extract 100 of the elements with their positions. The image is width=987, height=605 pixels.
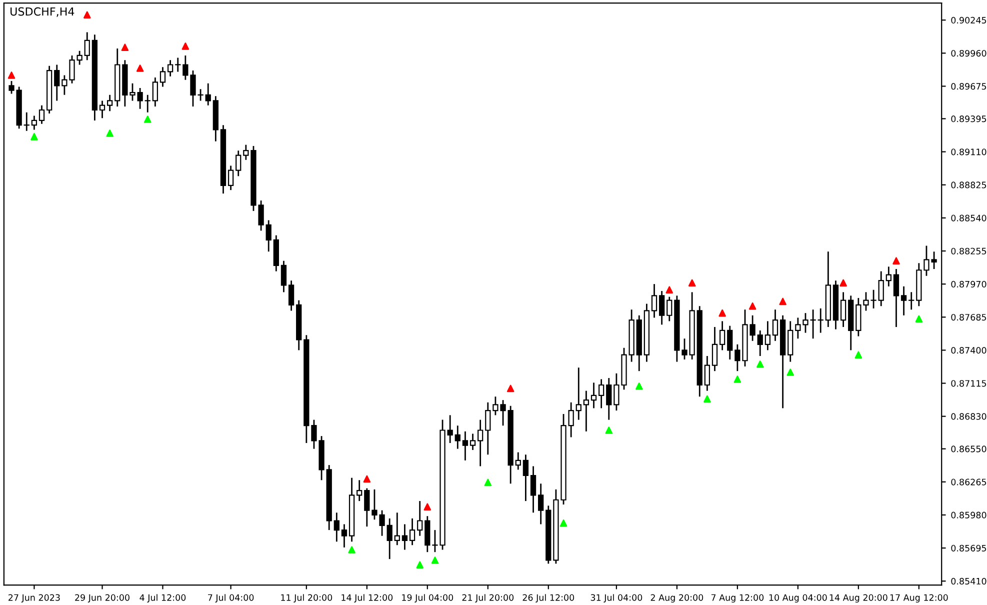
candlestick bbox=[515, 452, 521, 470]
point bbox=[30, 133, 38, 140]
candlestick bbox=[651, 283, 658, 318]
candlestick bbox=[106, 94, 113, 112]
x-tick-label: 7 Aug 12:00 bbox=[711, 594, 764, 603]
candlestick bbox=[795, 317, 801, 340]
candlestick bbox=[266, 220, 272, 252]
candlestick bbox=[454, 424, 460, 450]
point bbox=[756, 360, 764, 368]
candlestick bbox=[886, 266, 892, 288]
x-tick-label: 10 Aug 04:00 bbox=[769, 594, 827, 603]
y-tick-label: 0.90245 bbox=[951, 16, 986, 24]
candlestick bbox=[24, 112, 30, 132]
point bbox=[892, 257, 900, 264]
candlestick bbox=[31, 115, 38, 130]
candlestick bbox=[243, 144, 249, 161]
point bbox=[734, 376, 742, 383]
candlestick bbox=[54, 64, 60, 102]
candlestick bbox=[522, 454, 529, 502]
candlestick bbox=[658, 290, 665, 326]
candlestick bbox=[583, 390, 590, 432]
y-tick-label: 0.89395 bbox=[951, 116, 986, 122]
point bbox=[484, 478, 492, 486]
x-tick-label: 26 Jul 12:00 bbox=[522, 594, 574, 602]
point bbox=[666, 286, 674, 294]
candlestick bbox=[334, 512, 340, 542]
y-tick-label: 0.86830 bbox=[951, 413, 986, 420]
candlestick bbox=[167, 59, 174, 78]
point bbox=[121, 44, 129, 51]
y-tick-label: 0.85980 bbox=[951, 512, 986, 518]
candlestick bbox=[712, 326, 718, 372]
point bbox=[786, 368, 794, 376]
candlestick bbox=[175, 57, 181, 72]
candlestick bbox=[99, 100, 106, 119]
candlestick bbox=[719, 320, 726, 351]
candlestick bbox=[727, 325, 733, 360]
candlestick bbox=[764, 320, 771, 351]
point bbox=[8, 72, 16, 79]
candlestick bbox=[772, 308, 778, 342]
point bbox=[506, 384, 514, 392]
y-tick-label: 0.87685 bbox=[951, 314, 986, 321]
candlestick bbox=[341, 524, 348, 548]
chart-title: USDCHF,H4 bbox=[10, 7, 74, 17]
candlestick bbox=[598, 378, 604, 409]
candlestick bbox=[288, 280, 294, 312]
y-tick-label: 0.89675 bbox=[951, 83, 986, 90]
y-tick-label: 0.88825 bbox=[951, 182, 986, 188]
point bbox=[416, 561, 424, 568]
y-tick-label: 0.86550 bbox=[951, 446, 986, 452]
x-tick-label: 2 Aug 20:00 bbox=[650, 594, 704, 603]
candlestick bbox=[364, 488, 370, 528]
candlestick bbox=[908, 291, 914, 310]
point bbox=[106, 130, 114, 137]
point bbox=[748, 302, 756, 310]
candlestick bbox=[538, 482, 544, 525]
x-tick-label: 21 Jul 20:00 bbox=[462, 594, 514, 602]
y-tick-label: 0.86265 bbox=[951, 478, 986, 486]
point bbox=[718, 309, 726, 317]
x-tick-label: 31 Jul 04:00 bbox=[590, 594, 642, 602]
candlestick bbox=[576, 366, 582, 420]
candlestick bbox=[590, 382, 597, 409]
point bbox=[424, 503, 432, 510]
candlestick bbox=[568, 402, 574, 438]
candlestick bbox=[893, 268, 900, 328]
y-tick-label: 0.87400 bbox=[951, 347, 986, 354]
x-tick-label: 29 Jun 20:00 bbox=[75, 594, 130, 602]
candlestick bbox=[356, 479, 362, 502]
y-tick-label: 0.87970 bbox=[951, 280, 986, 288]
candlestick bbox=[236, 150, 242, 177]
point bbox=[363, 475, 371, 483]
candlestick bbox=[205, 82, 211, 106]
candlestick bbox=[530, 466, 536, 514]
candlestick bbox=[757, 330, 763, 357]
y-tick-label: 0.87115 bbox=[951, 380, 986, 387]
point bbox=[560, 519, 568, 527]
candlestick bbox=[478, 419, 484, 467]
candlestick bbox=[38, 104, 45, 125]
x-tick-label: 11 Jul 20:00 bbox=[281, 594, 332, 602]
x-tick-label: 27 Jun 2023 bbox=[8, 594, 60, 602]
point bbox=[688, 279, 696, 287]
point bbox=[915, 315, 923, 322]
candlestick bbox=[84, 32, 90, 61]
point bbox=[840, 279, 847, 287]
y-tick-label: 0.88540 bbox=[951, 214, 986, 222]
point bbox=[854, 351, 862, 358]
x-tick-label: 4 Jul 12:00 bbox=[140, 594, 186, 602]
y-tick-label: 0.85410 bbox=[951, 578, 986, 585]
candlestick bbox=[878, 270, 884, 307]
candlestick bbox=[447, 414, 453, 444]
candlestick bbox=[402, 524, 408, 550]
candlestick bbox=[228, 165, 234, 191]
point bbox=[779, 298, 786, 306]
x-tick-label: 14 Jul 12:00 bbox=[342, 594, 393, 602]
point bbox=[182, 42, 190, 50]
x-tick-label: 17 Aug 12:00 bbox=[890, 594, 948, 603]
candlestick bbox=[386, 518, 392, 560]
candlestick bbox=[666, 296, 672, 322]
candlestick bbox=[470, 433, 476, 451]
candlestick bbox=[606, 377, 612, 420]
candlestick bbox=[409, 518, 416, 546]
